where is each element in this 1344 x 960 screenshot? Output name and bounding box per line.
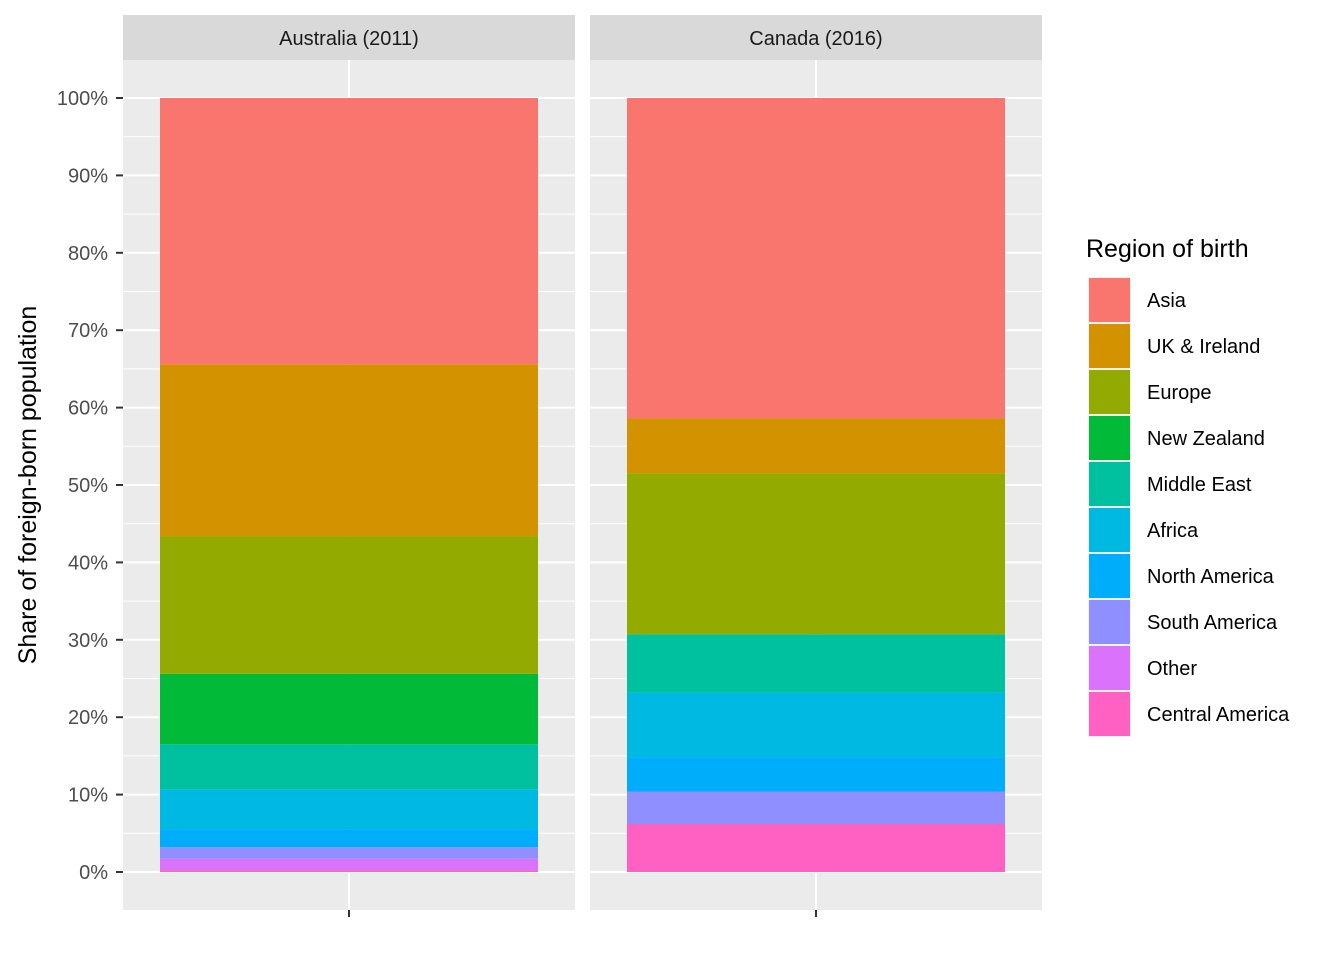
bar-segment (160, 829, 538, 848)
legend-items: Asia UK & Ireland Europe New Zealand Middle … (1088, 277, 1290, 737)
bar-segment (160, 673, 538, 745)
y-tick-label: 0% (79, 862, 108, 884)
facet-panels: Australia (2011) Canada (2016) (123, 15, 1042, 917)
legend-swatch (1089, 370, 1130, 414)
legend-swatch (1089, 646, 1130, 690)
bar-segment (627, 791, 1005, 825)
y-tick-label: 20% (68, 707, 108, 729)
bar-segment (627, 473, 1005, 635)
bar-segment (160, 870, 538, 872)
bar-segment (627, 824, 1005, 872)
legend-label: Central America (1147, 704, 1290, 726)
facet-panel: Canada (2016) (590, 15, 1042, 917)
legend-label: Middle East (1147, 474, 1252, 496)
y-tick-label: 10% (68, 785, 108, 807)
bar-segment (160, 858, 538, 871)
y-axis: 0% 10% 20% 30% 40% 50% 60% 70% 80% 90% 100% (57, 88, 123, 884)
legend: Region of birth Asia UK & Ireland Europe Ne… (1086, 235, 1290, 737)
y-tick-label: 30% (68, 630, 108, 652)
y-axis-title: Share of foreign-born population (14, 306, 42, 665)
bar-segment (160, 847, 538, 859)
legend-swatch (1089, 554, 1130, 598)
facet-strip (123, 15, 575, 60)
y-tick-label: 90% (68, 165, 108, 187)
legend-label: New Zealand (1147, 428, 1265, 450)
legend-swatch (1089, 462, 1130, 506)
bar-segment (160, 789, 538, 830)
y-tick-label: 70% (68, 320, 108, 342)
legend-label: Other (1147, 658, 1197, 680)
bar-segment (627, 418, 1005, 474)
y-tick-label: 60% (68, 398, 108, 420)
legend-label: UK & Ireland (1147, 336, 1260, 358)
legend-swatch (1089, 278, 1130, 322)
legend-swatch (1089, 416, 1130, 460)
legend-label: North America (1147, 566, 1275, 588)
facet-strip-label: Canada (2016) (749, 28, 882, 50)
bar-segment (627, 692, 1005, 758)
y-tick-label: 100% (57, 88, 108, 110)
bar-segment (627, 634, 1005, 693)
bar-segment (627, 757, 1005, 792)
bar-segment (627, 98, 1005, 419)
y-tick-label: 40% (68, 552, 108, 574)
legend-swatch (1089, 508, 1130, 552)
bar-segment (160, 536, 538, 674)
y-tick-label: 80% (68, 243, 108, 265)
legend-swatch (1089, 600, 1130, 644)
legend-label: Africa (1147, 520, 1199, 542)
y-tick-label: 50% (68, 475, 108, 497)
legend-label: Europe (1147, 382, 1212, 404)
facet-strip-label: Australia (2011) (279, 28, 419, 50)
legend-swatch (1089, 324, 1130, 368)
bar-segment (160, 98, 538, 365)
legend-label: South America (1147, 612, 1278, 634)
legend-swatch (1089, 692, 1130, 736)
facet-panel: Australia (2011) (123, 15, 575, 917)
bar-segment (160, 364, 538, 537)
legend-title: Region of birth (1086, 235, 1249, 263)
facet-strip (590, 15, 1042, 60)
legend-label: Asia (1147, 290, 1187, 312)
bar-segment (160, 744, 538, 790)
